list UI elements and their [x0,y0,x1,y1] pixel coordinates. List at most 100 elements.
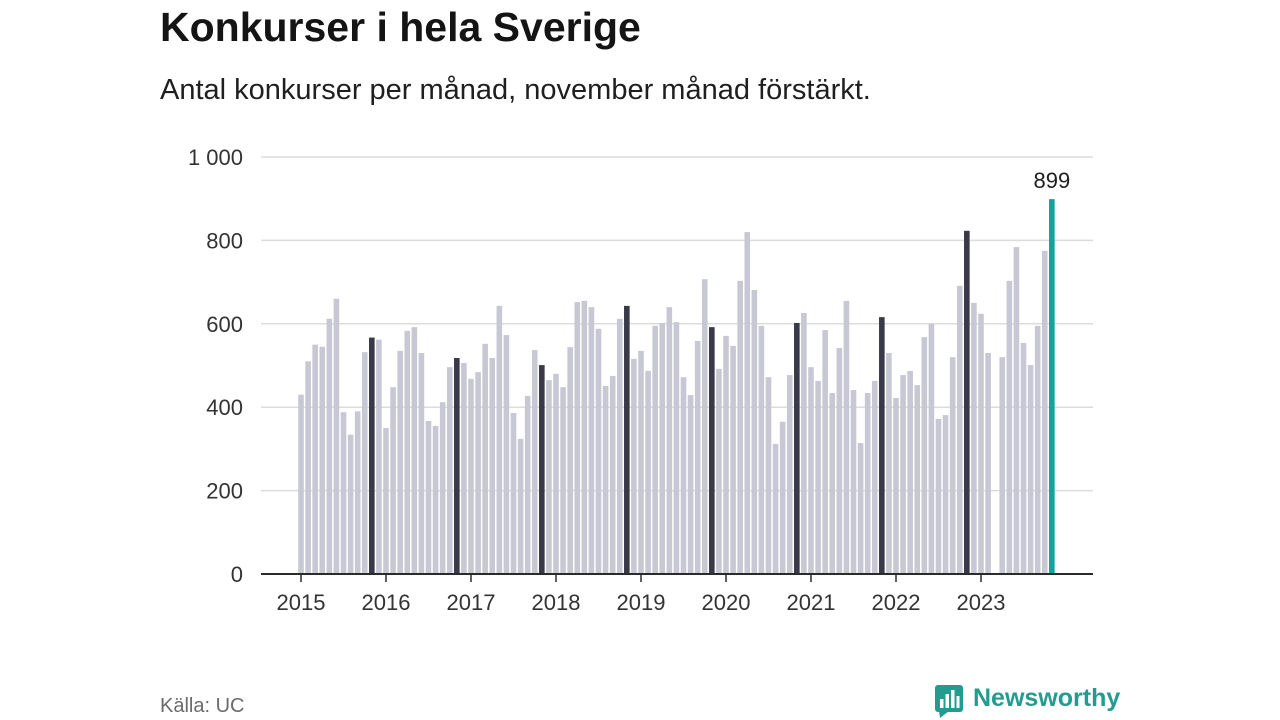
bar [829,393,836,574]
bar [999,357,1006,574]
brand-name: Newsworthy [973,684,1121,712]
bar [1041,250,1048,574]
bar [432,425,439,574]
y-tick-label: 200 [206,479,243,504]
bar [864,393,871,574]
bar [850,390,857,574]
bar [361,352,368,574]
x-tick-label: 2018 [532,590,581,615]
bar [312,344,318,574]
bar-november [539,365,545,574]
bar [907,370,913,574]
bar [1020,342,1027,574]
bar [886,352,892,574]
bar [1006,280,1013,574]
bar [871,380,878,574]
bar [383,428,389,574]
bar [631,358,637,574]
bar [298,394,304,574]
bar [900,375,906,574]
bar [921,337,928,574]
bar [517,438,524,574]
bar [659,322,666,574]
bar [475,372,481,574]
bar [694,340,701,574]
bar [949,357,956,574]
bar-november [624,305,630,574]
y-tick-label: 1 000 [188,145,243,170]
bar-november [964,230,970,574]
bar [673,322,680,574]
y-tick-label: 400 [206,395,243,420]
bar [468,378,474,574]
bar [723,335,729,574]
bar [425,420,432,574]
bar [935,418,942,574]
bar [333,298,340,574]
bar [482,343,488,574]
data-labels: 899 [1033,168,1070,193]
bar [836,347,843,574]
bar [347,434,354,574]
bar [730,345,736,574]
x-tick-label: 2023 [957,590,1006,615]
bar [971,302,977,574]
source-note: Källa: UC [160,695,245,717]
x-tick-label: 2020 [702,590,751,615]
data-label-latest: 899 [1033,168,1070,193]
bar [815,380,821,574]
bar [1027,365,1034,574]
bar [326,318,333,574]
bar [461,363,467,574]
bar [411,327,418,574]
bar [553,373,559,574]
x-tick-label: 2015 [277,590,326,615]
bar [772,443,779,574]
bar [609,375,616,574]
bar [779,421,786,574]
bar [978,313,984,574]
bar [928,323,935,574]
bar [531,350,538,574]
bar [737,280,743,574]
bar [801,312,807,574]
bar [489,357,496,574]
bar [808,367,814,574]
chart-title: Konkurser i hela Sverige [160,4,641,50]
bar [744,232,751,574]
x-tick-label: 2019 [617,590,666,615]
bar-chart: 2015 2016 2017 2018 2019 2020 2021 2022 2023 0 20… [188,145,1093,615]
chart-subtitle: Antal konkurser per månad, november måna… [160,74,871,106]
bar-latest [1049,199,1055,574]
bar [574,302,581,574]
bar [687,395,694,574]
bar [893,398,899,574]
bar [595,328,602,574]
bar [942,415,949,574]
bar [503,335,510,574]
bar [560,387,566,574]
bar [319,346,326,574]
chart-bubble-icon [935,685,963,718]
bar [404,330,411,574]
bar-november [794,322,800,574]
bar [354,411,361,574]
bar [638,350,644,574]
bar [701,279,708,574]
bar [716,368,722,574]
bar [1013,247,1020,574]
y-tick-label: 600 [206,312,243,337]
x-tick-label: 2016 [362,590,411,615]
bar [857,443,864,574]
bar-november [454,357,460,574]
bar-november [879,317,885,574]
bar [645,370,651,574]
bar [397,350,403,574]
bar [390,387,396,574]
bar [418,352,425,574]
y-tick-label: 0 [231,562,243,587]
bar [546,380,552,574]
bar [567,347,573,574]
bar [439,402,446,574]
